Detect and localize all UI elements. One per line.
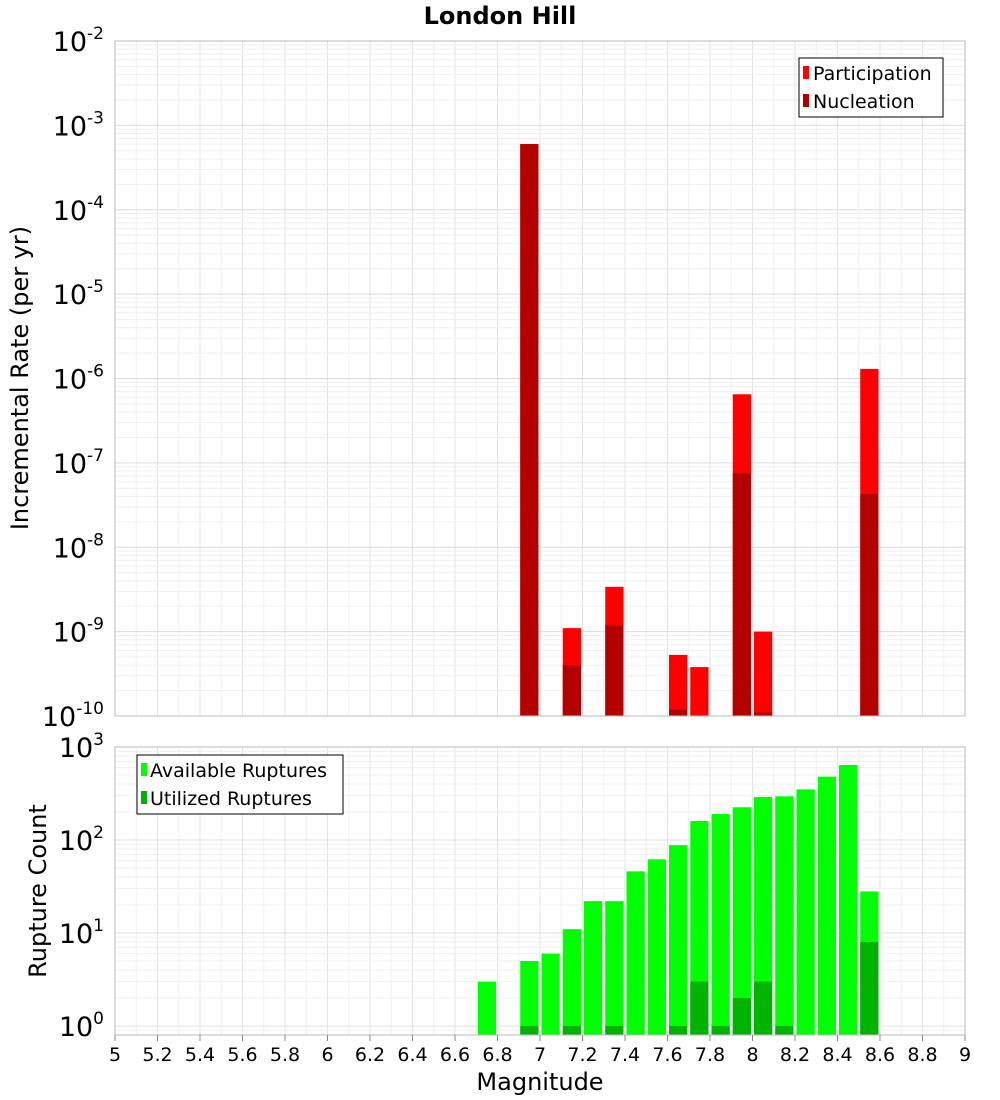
top-plot-grid (115, 41, 965, 716)
bottom-bar-available-ruptures (775, 796, 794, 1035)
bottom-bar-available-ruptures (817, 776, 836, 1035)
bottom-bar-available-ruptures (839, 765, 858, 1035)
top-plot-y-axis-label: Incremental Rate (per yr) (6, 226, 34, 530)
x-tick-label: 5.8 (270, 1044, 300, 1066)
bottom-bar-utilized-ruptures (775, 1025, 794, 1035)
legend-swatch-nucleation (803, 94, 809, 107)
y-tick-label: 10-5 (53, 277, 104, 311)
x-tick-label: 9 (959, 1044, 971, 1066)
x-tick-label: 6.4 (397, 1044, 427, 1066)
y-tick-label: 102 (59, 823, 104, 857)
y-tick-label: 10-9 (53, 615, 104, 649)
bottom-bar-available-ruptures (669, 845, 688, 1035)
legend-label-nucleation: Nucleation (813, 91, 915, 113)
bottom-bar-available-ruptures (711, 814, 730, 1035)
bottom-bar-available-ruptures (626, 871, 645, 1035)
legend-box (136, 754, 344, 815)
legend-swatch-participation (803, 66, 809, 79)
bottom-plot-bars (477, 765, 879, 1035)
y-tick-label: 101 (59, 916, 104, 950)
top-bar-nucleation (520, 144, 539, 716)
x-tick-label: 8 (746, 1044, 758, 1066)
bottom-bar-utilized-ruptures (605, 1025, 624, 1035)
bottom-bar-utilized-ruptures (520, 1025, 539, 1035)
bottom-bar-available-ruptures (584, 901, 603, 1035)
bottom-bar-available-ruptures (690, 821, 709, 1035)
legend-swatch-utilized (141, 791, 147, 804)
x-tick-label: 7.8 (695, 1044, 725, 1066)
x-tick-label: 6.2 (355, 1044, 385, 1066)
x-tick-label: 5.4 (185, 1044, 215, 1066)
x-tick-label: 5 (109, 1044, 121, 1066)
x-tick-label: 7.2 (567, 1044, 597, 1066)
y-tick-label: 10-4 (53, 193, 104, 227)
top-plot-legend: Participation Nucleation (798, 57, 944, 118)
top-plot-y-ticks: 10-2 10-3 10-4 10-5 10-6 10-7 10-8 10-9 10-10 (42, 24, 104, 733)
x-tick-label: 6.6 (440, 1044, 470, 1066)
x-tick-label: 5.6 (227, 1044, 257, 1066)
bottom-bar-available-ruptures (796, 789, 815, 1035)
x-axis-label: Magnitude (476, 1068, 603, 1096)
legend-swatch-available (141, 763, 147, 776)
top-bar-nucleation (562, 665, 581, 716)
y-tick-label: 10-8 (53, 530, 104, 564)
top-plot-frame (114, 40, 966, 717)
x-tick-label: 7.6 (652, 1044, 682, 1066)
bottom-bar-utilized-ruptures (860, 942, 879, 1035)
top-bar-nucleation (754, 712, 773, 716)
bottom-bar-utilized-ruptures (754, 981, 773, 1035)
x-axis-ticks: 5 5.2 5.4 5.6 5.8 6 6.2 6.4 6.6 6.8 7 7.2 7.4 7.6 7.8 8… (109, 1035, 971, 1066)
top-plot-bars (520, 144, 879, 716)
bottom-bar-available-ruptures (732, 807, 751, 1035)
x-tick-label: 8.2 (780, 1044, 810, 1066)
top-bar-nucleation (669, 709, 688, 716)
bottom-bar-utilized-ruptures (669, 1025, 688, 1035)
bottom-plot-y-ticks: 103 102 101 100 (59, 730, 104, 1043)
x-tick-label: 8.6 (865, 1044, 895, 1066)
bottom-bar-available-ruptures (605, 901, 624, 1035)
bottom-bar-utilized-ruptures (690, 981, 709, 1035)
y-tick-label: 10-7 (53, 446, 104, 480)
legend-label-available: Available Ruptures (150, 760, 327, 782)
chart-title: London Hill (424, 2, 577, 30)
bottom-bar-available-ruptures (520, 960, 539, 1035)
bottom-bar-available-ruptures (754, 796, 773, 1035)
top-bar-participation (754, 631, 773, 716)
y-tick-label: 103 (59, 730, 104, 764)
x-tick-label: 5.2 (142, 1044, 172, 1066)
bottom-bar-utilized-ruptures (711, 1025, 730, 1035)
y-tick-label: 10-6 (53, 362, 104, 396)
bottom-plot-legend: Available Ruptures Utilized Ruptures (136, 754, 344, 815)
x-tick-label: 6 (321, 1044, 333, 1066)
x-tick-label: 8.8 (907, 1044, 937, 1066)
bottom-bar-utilized-ruptures (732, 997, 751, 1035)
y-tick-label: 10-10 (42, 699, 104, 733)
bottom-bar-available-ruptures (477, 981, 496, 1035)
legend-box (798, 57, 944, 118)
top-bar-participation (690, 667, 709, 716)
x-tick-label: 8.4 (822, 1044, 852, 1066)
legend-label-utilized: Utilized Ruptures (150, 788, 312, 810)
top-bar-participation (669, 654, 688, 716)
top-bar-nucleation (605, 624, 624, 716)
top-bar-nucleation (732, 473, 751, 716)
bottom-plot-y-axis-label: Rupture Count (24, 804, 52, 978)
x-tick-label: 6.8 (482, 1044, 512, 1066)
bottom-bar-available-ruptures (647, 859, 666, 1035)
legend-label-participation: Participation (813, 63, 932, 85)
top-bar-nucleation (860, 493, 879, 716)
y-tick-label: 10-3 (53, 108, 104, 142)
y-tick-label: 10-2 (53, 24, 104, 58)
bottom-bar-available-ruptures (562, 929, 581, 1035)
x-tick-label: 7 (534, 1044, 546, 1066)
x-tick-label: 7.4 (610, 1044, 640, 1066)
bottom-bar-available-ruptures (541, 953, 560, 1035)
bottom-bar-utilized-ruptures (562, 1025, 581, 1035)
y-tick-label: 100 (59, 1009, 104, 1043)
